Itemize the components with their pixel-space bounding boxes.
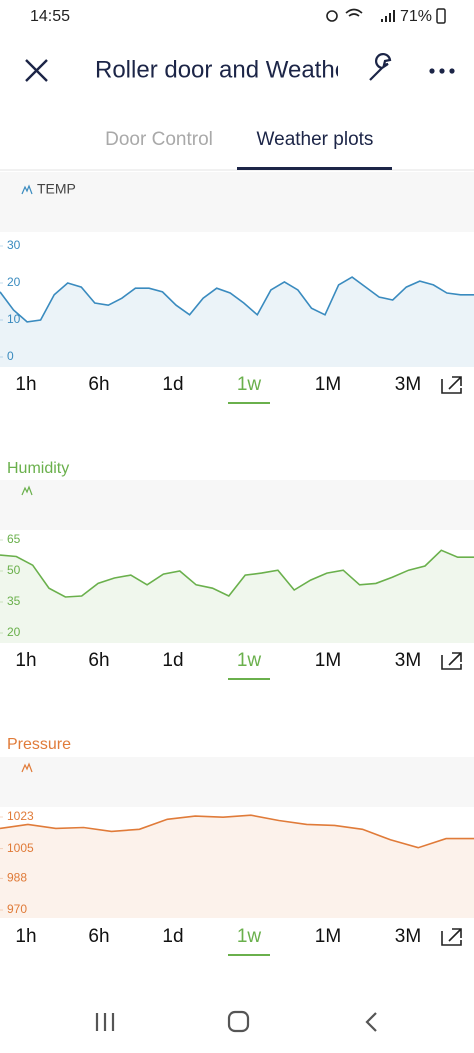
chart-header-band: [0, 757, 474, 807]
range-option[interactable]: 6h: [88, 926, 109, 947]
y-tick-label: 10: [7, 312, 21, 326]
data-line: [0, 276, 474, 323]
status-time: 14:55: [30, 8, 70, 25]
y-tick-label: 988: [7, 871, 27, 885]
tab[interactable]: Weather plots: [257, 129, 374, 150]
battery-icon: [436, 8, 446, 24]
range-option[interactable]: 1d: [162, 374, 183, 395]
y-tick-label: 0: [7, 349, 14, 363]
range-option[interactable]: 1M: [315, 374, 341, 395]
range-option[interactable]: 1w: [237, 650, 262, 671]
y-tick-label: 65: [7, 532, 21, 546]
expand-button[interactable]: [441, 928, 462, 946]
chart-title: TEMP: [37, 181, 76, 197]
expand-button[interactable]: [441, 652, 462, 670]
chart-header-band: [0, 480, 474, 530]
range-option[interactable]: 1h: [15, 374, 36, 395]
area-fill: [0, 815, 474, 918]
range-option[interactable]: 1w: [237, 926, 262, 947]
chart-icon: [21, 485, 33, 496]
range-option[interactable]: 1h: [15, 650, 36, 671]
y-tick-label: 970: [7, 902, 27, 916]
data-line: [0, 549, 474, 598]
alarm-icon: [326, 10, 338, 22]
range-option[interactable]: 3M: [395, 926, 421, 947]
tab-indicator: [237, 167, 392, 170]
range-option[interactable]: 3M: [395, 374, 421, 395]
range-underline: [228, 678, 270, 680]
nav-home[interactable]: [227, 1010, 250, 1033]
y-tick-label: 35: [7, 594, 21, 608]
expand-button[interactable]: [441, 376, 462, 394]
chart-icon: [21, 184, 33, 195]
status-battery: 71%: [400, 8, 432, 25]
range-option[interactable]: 1h: [15, 926, 36, 947]
area-fill: [0, 550, 474, 643]
range-option[interactable]: 1M: [315, 926, 341, 947]
range-underline: [228, 954, 270, 956]
header-title: Roller door and Weather: [95, 56, 356, 83]
nav-recent[interactable]: [95, 1013, 115, 1031]
chart-icon: [21, 762, 33, 773]
range-option[interactable]: 6h: [88, 374, 109, 395]
signal-icon: [381, 10, 395, 22]
range-option[interactable]: 1d: [162, 650, 183, 671]
tab[interactable]: Door Control: [105, 129, 213, 150]
wifi-icon: [345, 8, 363, 17]
y-tick-label: 20: [7, 625, 21, 639]
range-option[interactable]: 1d: [162, 926, 183, 947]
close-button[interactable]: [25, 59, 48, 82]
nav-back[interactable]: [365, 1012, 377, 1032]
range-underline: [228, 402, 270, 404]
settings-button[interactable]: [369, 53, 392, 81]
range-option[interactable]: 1w: [237, 374, 262, 395]
y-tick-label: 20: [7, 275, 21, 289]
y-tick-label: 50: [7, 563, 21, 577]
data-line: [0, 814, 474, 849]
chart-header-band: [0, 172, 474, 232]
y-tick-label: 30: [7, 238, 21, 252]
range-option[interactable]: 1M: [315, 650, 341, 671]
chart-title: Humidity: [7, 460, 69, 477]
area-fill: [0, 277, 474, 367]
y-tick-label: 1005: [7, 841, 34, 855]
range-option[interactable]: 3M: [395, 650, 421, 671]
range-option[interactable]: 6h: [88, 650, 109, 671]
chart-title: Pressure: [7, 736, 71, 753]
y-tick-label: 1023: [7, 809, 34, 823]
more-button[interactable]: [429, 68, 455, 74]
